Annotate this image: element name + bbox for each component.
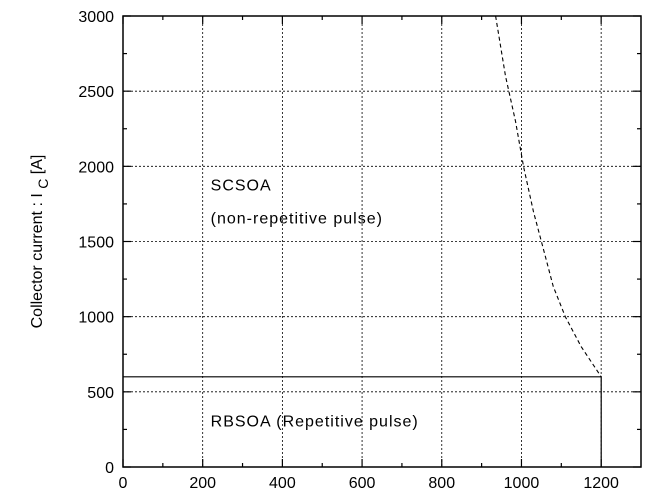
grid-lines [123, 16, 641, 467]
x-tick-label: 0 [119, 475, 128, 492]
rbsoa-boundary-line [123, 376, 602, 467]
x-tick-label: 1000 [504, 475, 540, 492]
x-tick-label: 200 [189, 475, 216, 492]
x-tick-label: 600 [349, 475, 376, 492]
y-axis-label-subscript: C [35, 179, 51, 189]
y-tick-label: 1500 [78, 235, 114, 252]
x-tick-label: 800 [428, 475, 455, 492]
y-tick-label: 2000 [78, 159, 114, 176]
rbsoa-label: RBSOA (Repetitive pulse) [211, 413, 419, 430]
y-tick-label: 500 [87, 385, 114, 402]
y-axis-label: Collector current : I C [A] [29, 155, 52, 329]
x-tick-label: 1200 [583, 475, 619, 492]
series-layer [123, 15, 602, 467]
scsoa-label: SCSOA [211, 177, 272, 194]
annotations: SCSOA (non-repetitive pulse) RBSOA (Repeti… [211, 177, 419, 430]
x-tick-labels: 0 200 400 600 800 1000 1200 [119, 475, 620, 492]
y-tick-label: 3000 [78, 9, 114, 26]
scsoa-boundary-line [495, 15, 602, 378]
y-axis-label-main: Collector current : I [29, 193, 46, 328]
y-tick-label: 1000 [78, 310, 114, 327]
x-tick-label: 400 [269, 475, 296, 492]
y-axis-label-unit: [A] [29, 155, 46, 175]
y-tick-labels: 0 500 1000 1500 2000 2500 3000 [78, 9, 114, 477]
tick-marks [122, 15, 641, 468]
y-tick-label: 2500 [78, 84, 114, 101]
scsoa-subtitle: (non-repetitive pulse) [211, 210, 383, 227]
y-tick-label: 0 [105, 460, 114, 477]
